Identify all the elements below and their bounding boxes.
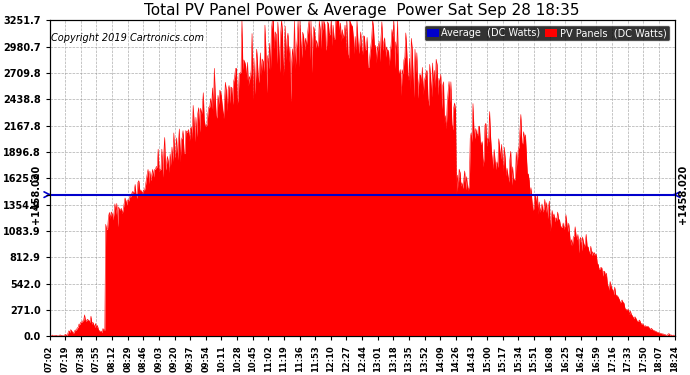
Text: +1458.020: +1458.020 — [678, 165, 688, 224]
Legend: Average  (DC Watts), PV Panels  (DC Watts): Average (DC Watts), PV Panels (DC Watts) — [424, 25, 670, 41]
Title: Total PV Panel Power & Average  Power Sat Sep 28 18:35: Total PV Panel Power & Average Power Sat… — [144, 3, 580, 18]
Text: Copyright 2019 Cartronics.com: Copyright 2019 Cartronics.com — [51, 33, 204, 43]
